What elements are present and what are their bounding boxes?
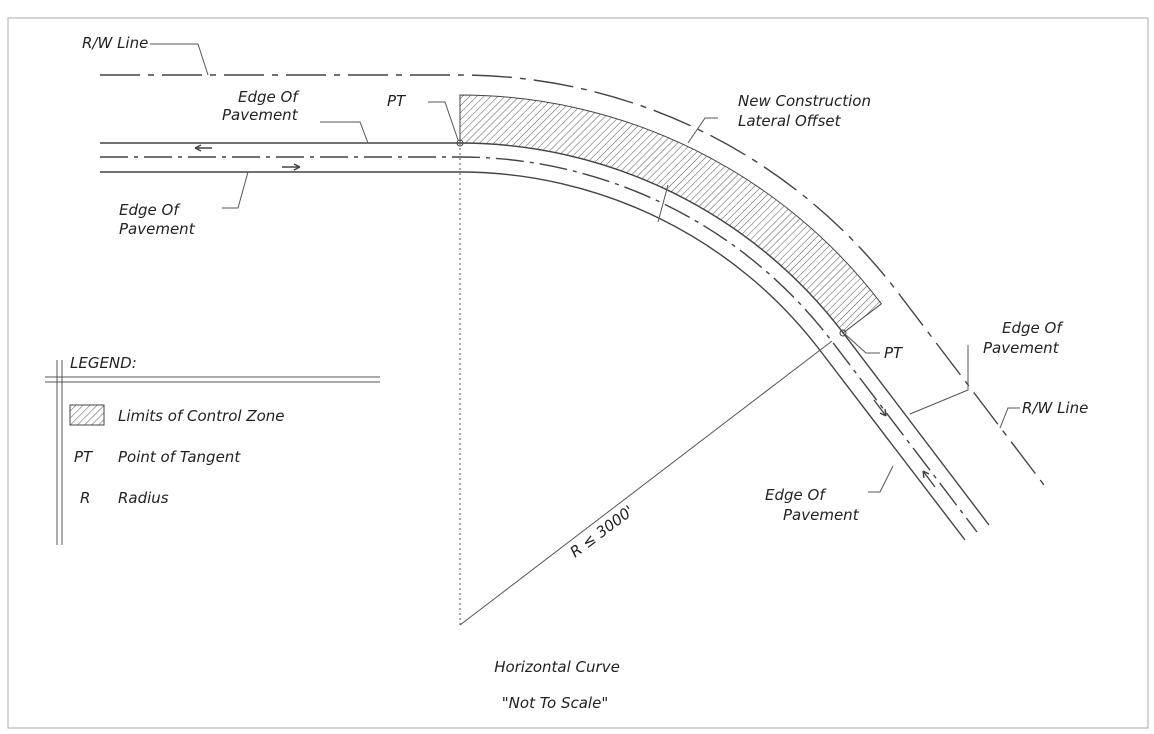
radius-line	[459, 340, 833, 626]
leader	[868, 465, 894, 493]
rw-line	[100, 74, 1045, 486]
label: Lateral Offset	[738, 112, 842, 130]
leader	[150, 43, 209, 76]
label: Edge Of	[119, 201, 181, 219]
label: PT	[387, 92, 407, 110]
label: New Construction	[738, 92, 871, 110]
leader	[909, 345, 969, 415]
leader	[657, 184, 669, 223]
arrow	[282, 163, 301, 171]
leader	[222, 171, 249, 209]
legend-swatch	[69, 404, 105, 426]
legend-title: LEGEND:	[70, 354, 137, 372]
control-zone	[459, 94, 883, 334]
label: Edge Of	[1002, 319, 1064, 337]
leader	[428, 101, 459, 141]
arrow	[194, 144, 212, 152]
center-line	[100, 156, 978, 533]
label: Pavement	[222, 106, 299, 124]
leader	[320, 121, 369, 144]
legend: LEGEND: Limits of Control Zone PT Point …	[45, 354, 380, 545]
label: PT	[884, 344, 904, 362]
legend-key: R	[80, 489, 90, 507]
label: Edge Of	[238, 88, 300, 106]
leader	[999, 407, 1020, 429]
legend-key: PT	[74, 448, 94, 466]
label: Pavement	[783, 506, 860, 524]
leader	[845, 334, 880, 354]
label: R/W Line	[82, 34, 148, 52]
legend-label: Point of Tangent	[118, 448, 241, 466]
radius-label: R ≤ 3000'	[567, 502, 638, 561]
frame	[7, 17, 1149, 729]
legend-rule	[45, 360, 380, 545]
arrow	[922, 470, 936, 488]
arrow	[873, 399, 887, 417]
legend-label: Radius	[118, 489, 169, 507]
label: Pavement	[983, 339, 1060, 357]
edge-line	[100, 171, 966, 541]
pt-point	[839, 329, 847, 337]
label: Pavement	[119, 220, 196, 238]
label: Edge Of	[765, 486, 827, 504]
edge-line	[100, 142, 990, 526]
legend-label: Limits of Control Zone	[118, 407, 285, 425]
leader	[687, 117, 718, 144]
caption-title: Horizontal Curve	[494, 658, 620, 676]
caption-subtitle: "Not To Scale"	[502, 694, 608, 712]
label: R/W Line	[1022, 399, 1088, 417]
pt-point	[456, 139, 464, 147]
